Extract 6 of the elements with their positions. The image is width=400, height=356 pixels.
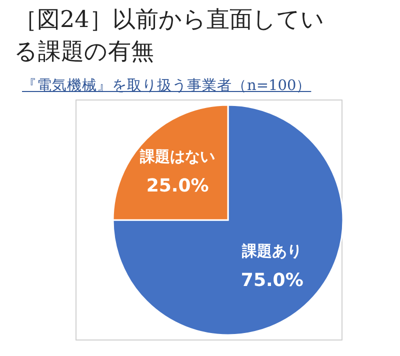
chart-subtitle: 『電気機械』を取り扱う事業者（n=100）: [22, 77, 312, 95]
chart-title: ［図24］以前から直面している課題の有無: [14, 6, 326, 67]
slice-label: 課題はない: [139, 148, 216, 166]
data-label: 75.0%: [240, 270, 304, 292]
slice-label: 課題あり: [241, 242, 302, 260]
data-label: 25.0%: [146, 176, 209, 197]
